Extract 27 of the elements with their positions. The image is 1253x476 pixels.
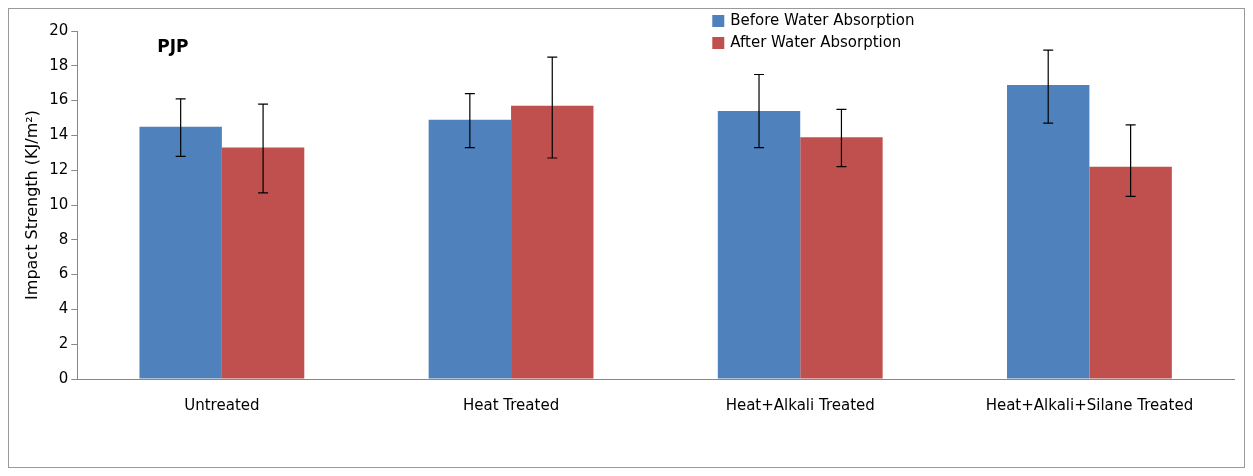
- x-tick-label: Heat+Alkali+Silane Treated: [985, 395, 1194, 414]
- y-tick-label: 12: [49, 160, 69, 179]
- legend-label: Before Water Absorption: [730, 10, 915, 29]
- bar: [221, 147, 305, 379]
- bar: [1007, 84, 1090, 379]
- y-tick-label: 0: [58, 368, 69, 387]
- y-tick-label: 18: [49, 55, 69, 74]
- y-tick-label: 2: [58, 334, 69, 353]
- y-axis-title: Impact Strength (KJ/m²): [21, 110, 41, 300]
- x-tick-label: Heat+Alkali Treated: [725, 395, 875, 414]
- y-tick-label: 8: [58, 229, 69, 248]
- y-tick-label: 14: [49, 125, 69, 144]
- chart-title: PJP: [157, 35, 189, 56]
- legend-label: After Water Absorption: [730, 32, 902, 51]
- bar: [717, 111, 801, 379]
- y-tick-label: 16: [49, 90, 69, 109]
- x-tick-label: Untreated: [184, 395, 260, 414]
- y-tick-label: 4: [58, 299, 69, 318]
- bar: [139, 126, 222, 379]
- bar: [1089, 166, 1172, 379]
- y-tick-label: 20: [49, 20, 69, 39]
- bar: [511, 105, 594, 379]
- x-tick-label: Heat Treated: [462, 395, 560, 414]
- y-tick-label: 10: [49, 194, 69, 213]
- bar: [800, 137, 883, 379]
- bar: [428, 119, 512, 379]
- y-tick-label: 6: [58, 264, 69, 283]
